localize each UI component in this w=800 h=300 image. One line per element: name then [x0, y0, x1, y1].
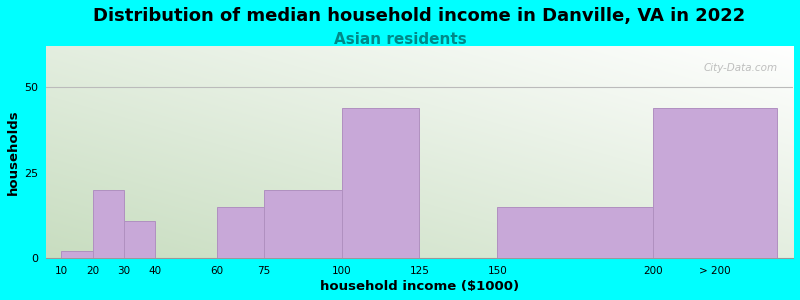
- Bar: [264, 190, 342, 258]
- Bar: [93, 190, 124, 258]
- Bar: [124, 220, 155, 258]
- Bar: [498, 207, 653, 258]
- Bar: [342, 108, 419, 258]
- Y-axis label: households: households: [7, 109, 20, 195]
- Text: Asian residents: Asian residents: [334, 32, 466, 46]
- Title: Distribution of median household income in Danville, VA in 2022: Distribution of median household income …: [94, 7, 746, 25]
- Text: City-Data.com: City-Data.com: [704, 63, 778, 73]
- Bar: [217, 207, 264, 258]
- Bar: [62, 251, 93, 258]
- Bar: [653, 108, 778, 258]
- X-axis label: household income ($1000): household income ($1000): [320, 280, 519, 293]
